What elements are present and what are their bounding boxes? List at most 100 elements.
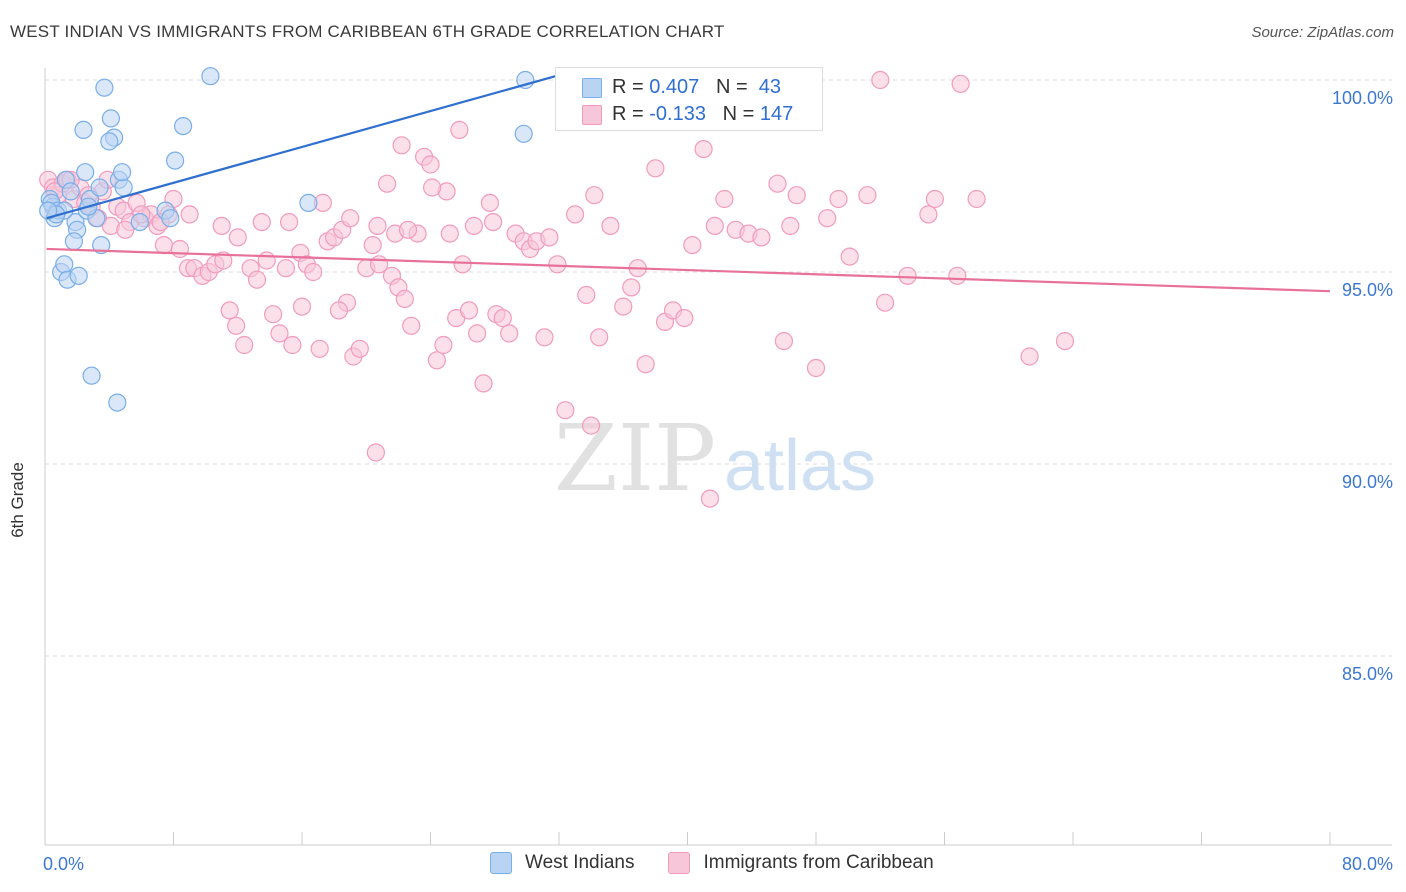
caribbean-point-93 (694, 140, 713, 159)
caribbean-point-94 (705, 216, 724, 235)
caribbean-point-132 (116, 220, 135, 239)
caribbean-point-34 (257, 251, 276, 270)
caribbean-point-91 (675, 309, 694, 328)
caribbean-point-41 (304, 262, 323, 282)
series-west-indians-points (39, 67, 535, 412)
caribbean-point-145 (700, 489, 720, 508)
caribbean-point-30 (227, 316, 246, 335)
caribbean-point-139 (585, 186, 604, 205)
n-value-immigrants: 147 (759, 102, 794, 125)
caribbean-point-36 (270, 324, 289, 343)
caribbean-point-128 (212, 216, 231, 235)
watermark-zip: ZIP (554, 405, 716, 512)
caribbean-point-109 (919, 205, 938, 224)
x-tick-label-left: 0.0% (43, 854, 84, 874)
west-indian-point-42 (61, 182, 80, 201)
caribbean-point-110 (925, 189, 945, 209)
caribbean-point-120 (484, 213, 503, 232)
caribbean-point-87 (636, 355, 655, 374)
legend-item-west-indians[interactable]: West Indians (490, 852, 634, 874)
caribbean-point-114 (1055, 332, 1075, 351)
n-value-west-indians: 43 (758, 75, 782, 98)
legend-swatch-west-indians (490, 852, 512, 874)
stats-legend: R = 0.407 N = 43 R = -0.133 N = 147 (555, 67, 823, 131)
caribbean-point-127 (228, 228, 247, 247)
caribbean-point-33 (247, 270, 267, 289)
caribbean-point-119 (464, 216, 483, 235)
caribbean-point-138 (423, 178, 442, 197)
west-indian-point-25 (161, 209, 180, 228)
caribbean-point-82 (590, 328, 609, 347)
trend-line-immigrants (46, 247, 1331, 293)
caribbean-point-76 (535, 328, 554, 347)
caribbean-point-124 (292, 297, 312, 316)
caribbean-point-83 (601, 216, 620, 235)
west-indian-point-16 (74, 120, 93, 139)
x-tick-label-right: 80.0% (1342, 854, 1393, 874)
caribbean-point-146 (581, 416, 601, 435)
chart-title: WEST INDIAN VS IMMIGRANTS FROM CARIBBEAN… (10, 22, 725, 41)
caribbean-point-42 (310, 339, 329, 358)
west-indian-point-17 (76, 163, 95, 182)
caribbean-point-144 (366, 443, 385, 462)
west-indian-point-6 (55, 255, 74, 274)
trend-line-west-indians (46, 67, 584, 220)
west-indian-point-39 (100, 132, 119, 151)
west-indian-point-31 (82, 366, 101, 385)
caribbean-point-28 (214, 251, 233, 270)
caribbean-point-85 (622, 278, 641, 297)
caribbean-point-48 (350, 339, 369, 358)
caribbean-point-140 (768, 174, 787, 193)
west-indian-point-11 (69, 266, 88, 285)
caribbean-point-88 (646, 159, 665, 178)
caribbean-point-55 (395, 289, 414, 308)
caribbean-point-112 (967, 189, 986, 209)
legend-label-west-indians: West Indians (525, 852, 635, 873)
caribbean-point-65 (459, 301, 479, 320)
caribbean-point-31 (235, 335, 254, 355)
caribbean-point-92 (683, 236, 702, 255)
legend-swatch-pink (582, 105, 602, 125)
caribbean-point-22 (170, 239, 189, 259)
caribbean-point-67 (474, 374, 493, 393)
west-indian-point-37 (64, 232, 84, 251)
west-indian-point-33 (299, 193, 318, 212)
west-indian-point-15 (90, 178, 109, 197)
caribbean-point-103 (818, 209, 837, 228)
west-indian-point-41 (39, 201, 58, 220)
r-value-west-indians: 0.407 (649, 75, 700, 98)
caribbean-point-29 (220, 301, 239, 320)
caribbean-point-99 (774, 332, 794, 351)
y-tick-label-3: 85.0% (1342, 664, 1393, 684)
west-indian-point-22 (114, 178, 133, 197)
caribbean-point-19 (154, 236, 173, 255)
caribbean-point-98 (752, 228, 771, 247)
caribbean-point-122 (329, 301, 348, 320)
series-legend: West Indians Immigrants from Caribbean (490, 852, 968, 874)
caribbean-point-102 (806, 358, 826, 378)
legend-item-immigrants[interactable]: Immigrants from Caribbean (668, 852, 934, 874)
caribbean-point-71 (500, 324, 519, 343)
caribbean-point-141 (871, 70, 890, 90)
west-indian-point-28 (201, 67, 220, 86)
caribbean-point-104 (829, 189, 848, 209)
source-label: Source: ZipAtlas.com (1251, 24, 1394, 41)
caribbean-point-77 (540, 228, 559, 247)
caribbean-point-66 (468, 324, 487, 343)
series-immigrants-points (39, 70, 1075, 508)
caribbean-point-121 (341, 209, 360, 228)
caribbean-point-80 (565, 205, 585, 224)
caribbean-point-59 (421, 155, 440, 174)
gridlines (45, 79, 1392, 657)
caribbean-point-105 (840, 247, 859, 266)
caribbean-point-100 (781, 216, 800, 235)
west-indian-point-27 (174, 116, 193, 136)
caribbean-point-142 (951, 74, 970, 93)
caribbean-point-62 (440, 224, 459, 243)
legend-swatch-immigrants (668, 852, 691, 874)
west-indian-point-35 (514, 124, 533, 143)
caribbean-point-84 (614, 297, 633, 316)
y-tick-label-0: 100.0% (1332, 88, 1393, 108)
caribbean-point-52 (378, 174, 397, 193)
